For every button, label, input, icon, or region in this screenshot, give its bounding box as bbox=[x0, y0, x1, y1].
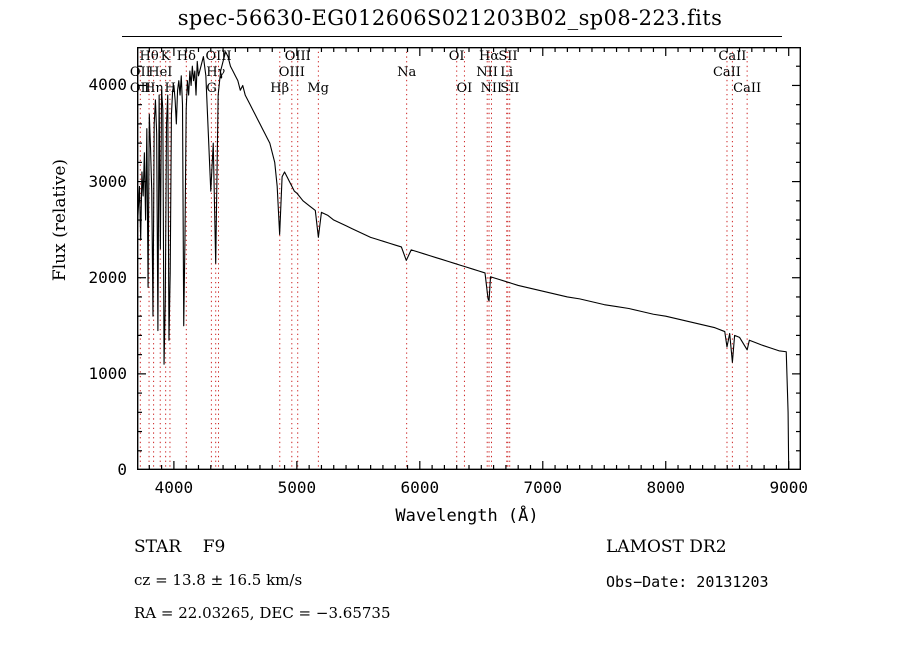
line-label-22: SII bbox=[498, 49, 518, 64]
page-title: spec-56630-EG012606S021203B02_sp08-223.f… bbox=[177, 6, 723, 30]
redshift-value: cz = 13.8 ± 16.5 km/s bbox=[134, 571, 303, 589]
line-marker-guides bbox=[139, 47, 748, 470]
line-label-9: G bbox=[206, 81, 217, 96]
plot-area: OII OII Hθ Hη HeI K H Hδ Hγ G OIII Hβ OIII OIII Mg Na OI… bbox=[130, 47, 801, 470]
observation-date: Obs−Date: 20131203 bbox=[606, 573, 769, 591]
x-axis-label: Wavelength (Å) bbox=[395, 506, 539, 526]
line-label-18: NII bbox=[476, 65, 498, 80]
line-label-14: Mg bbox=[307, 81, 329, 96]
line-label-0: OII bbox=[129, 65, 151, 80]
x-tick-5000: 5000 bbox=[277, 478, 317, 497]
line-label-16: OI bbox=[448, 49, 465, 64]
spectrum-curve bbox=[137, 51, 790, 470]
y-tick-1000: 1000 bbox=[88, 363, 127, 383]
line-label-8: Hγ bbox=[206, 65, 226, 80]
line-label-26: CaII bbox=[733, 81, 762, 96]
line-label-4: HeI bbox=[148, 65, 173, 80]
line-label-23: SII bbox=[500, 81, 520, 96]
x-tick-9000: 9000 bbox=[769, 478, 808, 497]
y-tick-0: 0 bbox=[117, 460, 127, 479]
axis-frame bbox=[137, 47, 801, 470]
x-tick-8000: 8000 bbox=[646, 478, 685, 497]
line-label-2: Hθ bbox=[139, 49, 159, 64]
title-divider bbox=[122, 36, 782, 37]
line-label-1: OII bbox=[129, 81, 151, 96]
y-tick-2000: 2000 bbox=[88, 267, 127, 287]
line-label-7: Hδ bbox=[176, 49, 196, 64]
y-axis-label: Flux (relative) bbox=[50, 158, 70, 282]
line-label-5: K bbox=[160, 49, 171, 64]
x-tick-6000: 6000 bbox=[400, 478, 440, 497]
line-label-10: OIII bbox=[205, 49, 232, 64]
line-label-20: NII bbox=[480, 81, 503, 96]
spectrum-plot bbox=[137, 47, 801, 470]
line-label-11: Hβ bbox=[270, 81, 290, 96]
line-label-12: OIII bbox=[278, 65, 305, 80]
spectral-type: F9 bbox=[202, 537, 226, 557]
line-label-13: OIII bbox=[284, 49, 311, 64]
line-label-17: OI bbox=[456, 81, 473, 96]
line-label-24: CaII bbox=[712, 65, 741, 80]
line-label-21: Li bbox=[500, 65, 514, 80]
y-tick-4000: 4000 bbox=[88, 75, 127, 95]
y-tick-3000: 3000 bbox=[88, 171, 127, 191]
line-label-19: Hα bbox=[479, 49, 500, 64]
x-tick-4000: 4000 bbox=[154, 478, 194, 497]
object-class: STAR F9 bbox=[134, 537, 226, 557]
line-label-25: CaII bbox=[718, 49, 747, 64]
line-label-15: Na bbox=[397, 65, 417, 80]
x-tick-7000: 7000 bbox=[523, 478, 563, 497]
line-label-3: Hη bbox=[144, 81, 164, 96]
survey-name: LAMOST DR2 bbox=[606, 537, 727, 557]
coordinates-value: RA = 22.03265, DEC = −3.65735 bbox=[134, 604, 391, 622]
line-label-6: H bbox=[164, 81, 176, 96]
